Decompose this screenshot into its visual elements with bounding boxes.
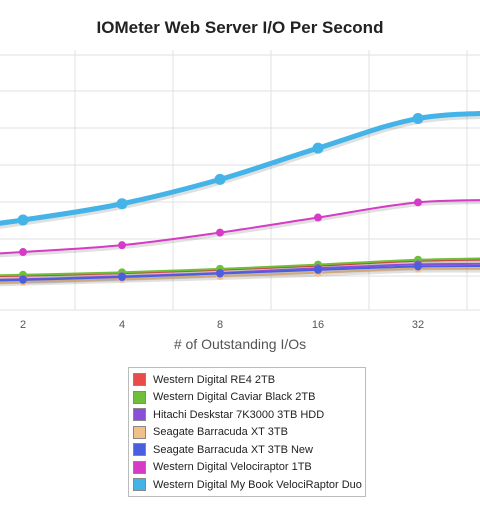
legend-swatch (133, 478, 146, 492)
chart-plot: 2 4 8 16 32 (0, 50, 480, 330)
x-tick-label: 32 (412, 319, 424, 330)
x-tick-label: 4 (119, 319, 125, 330)
legend-label: Western Digital Velociraptor 1TB (153, 461, 312, 474)
x-tick-label: 2 (20, 319, 26, 330)
legend-item[interactable]: Western Digital My Book VelociRaptor Duo (133, 476, 362, 494)
data-point[interactable] (17, 214, 29, 226)
legend-item[interactable]: Western Digital RE4 2TB (133, 371, 361, 389)
data-point[interactable] (412, 113, 424, 125)
data-point[interactable] (216, 228, 224, 237)
legend-label: Western Digital My Book VelociRaptor Duo (153, 478, 362, 491)
data-point[interactable] (414, 198, 422, 207)
x-axis-label: # of Outstanding I/Os (173, 336, 307, 352)
data-point[interactable] (118, 272, 126, 281)
data-point[interactable] (314, 265, 322, 274)
legend-item[interactable]: Hitachi Deskstar 7K3000 3TB HDD (133, 406, 361, 424)
data-point[interactable] (118, 241, 126, 250)
legend-item[interactable]: Seagate Barracuda XT 3TB New (133, 441, 361, 459)
legend-label: Western Digital RE4 2TB (153, 373, 276, 386)
data-point[interactable] (312, 142, 324, 154)
data-point[interactable] (216, 269, 224, 278)
legend-item[interactable]: Western Digital Caviar Black 2TB (133, 389, 361, 407)
x-tick-label: 8 (217, 319, 223, 330)
legend-label: Western Digital Caviar Black 2TB (153, 391, 316, 404)
legend-item[interactable]: Seagate Barracuda XT 3TB (133, 424, 361, 442)
data-point[interactable] (414, 262, 422, 271)
data-point[interactable] (19, 248, 27, 257)
legend-swatch (133, 425, 146, 439)
legend-swatch (133, 408, 146, 422)
data-point[interactable] (314, 213, 322, 222)
legend-swatch (133, 460, 146, 474)
x-tick-label: 16 (312, 319, 324, 330)
legend-label: Seagate Barracuda XT 3TB New (153, 443, 313, 456)
data-point[interactable] (214, 173, 226, 185)
data-point[interactable] (116, 198, 128, 210)
series-points (17, 113, 424, 286)
legend-item[interactable]: Western Digital Velociraptor 1TB (133, 459, 361, 477)
series-lines (0, 110, 480, 287)
series-line (0, 110, 480, 226)
legend-swatch (133, 390, 146, 404)
chart-title: IOMeter Web Server I/O Per Second (96, 18, 384, 37)
legend-label: Seagate Barracuda XT 3TB (153, 426, 288, 439)
legend-label: Hitachi Deskstar 7K3000 3TB HDD (153, 408, 325, 421)
data-point[interactable] (19, 275, 27, 284)
x-tick-labels: 2 4 8 16 32 (20, 319, 424, 330)
legend-swatch (133, 373, 146, 387)
legend: Western Digital RE4 2TB Western Digital C… (128, 367, 366, 497)
legend-swatch (133, 443, 146, 457)
series-line (0, 199, 480, 255)
